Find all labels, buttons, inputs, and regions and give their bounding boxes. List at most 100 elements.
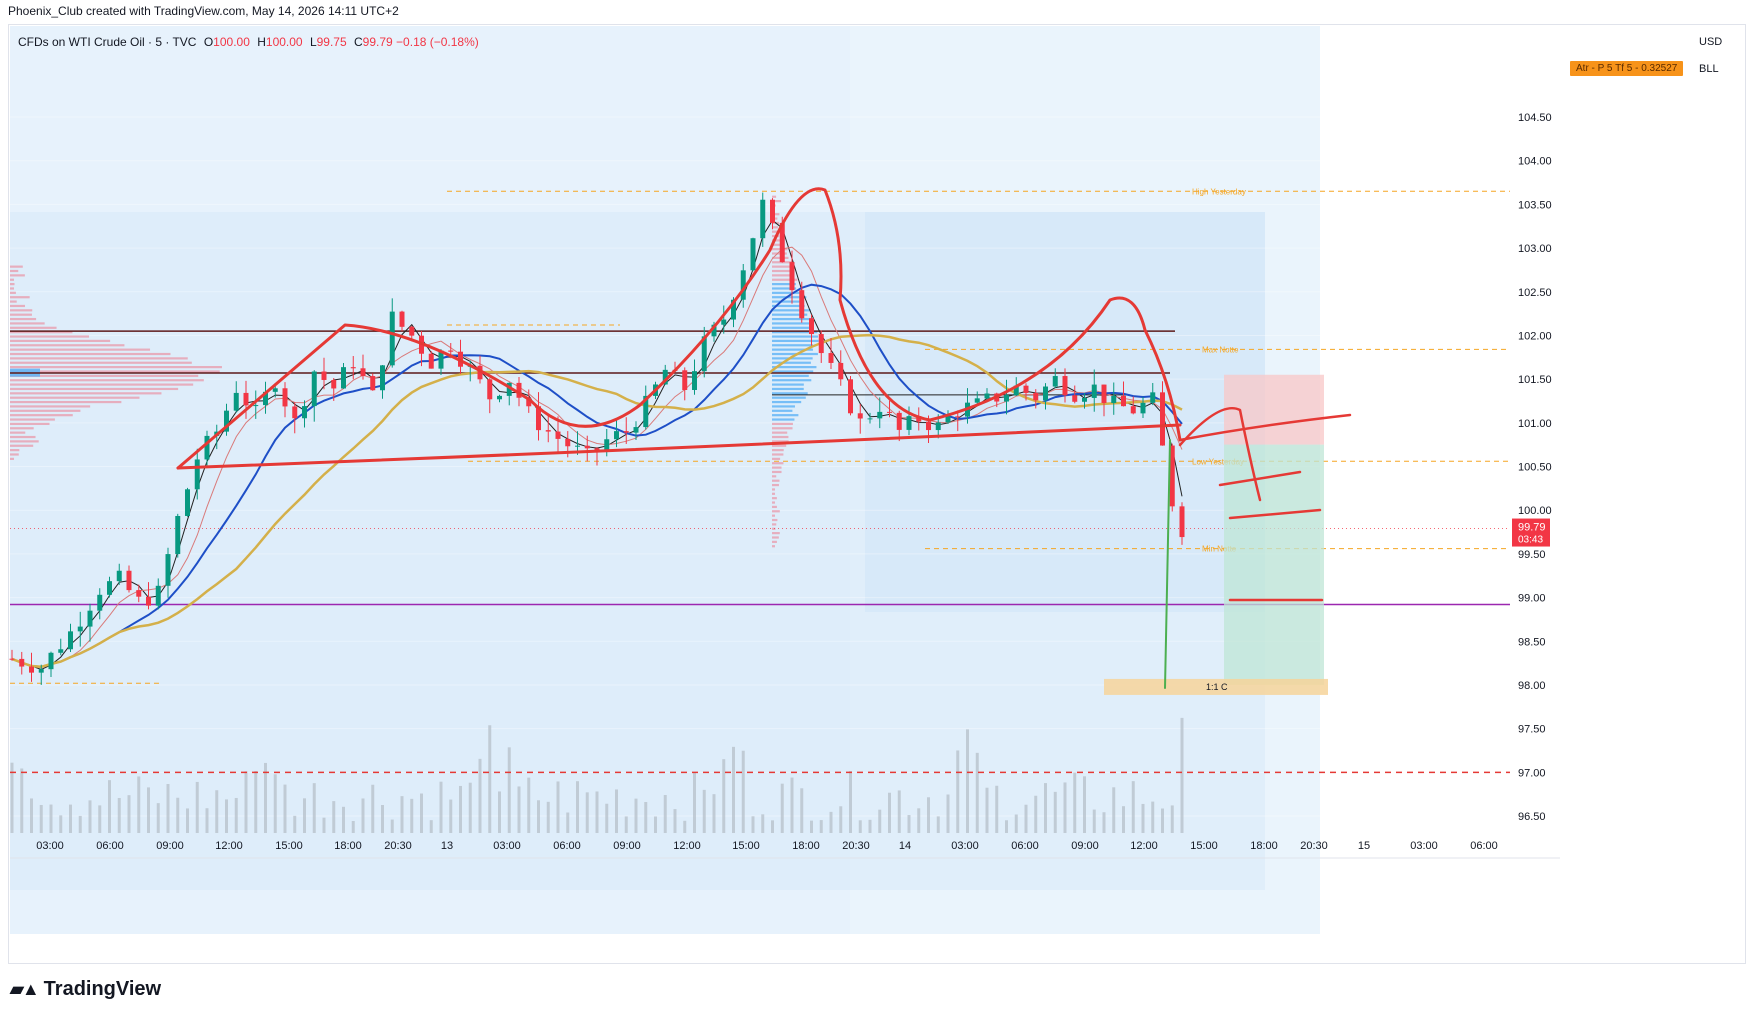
- candle-body: [565, 438, 571, 447]
- volume-bar: [780, 783, 784, 833]
- price-tick-label: 97.50: [1518, 724, 1546, 736]
- volume-bar: [819, 820, 823, 833]
- candle-body: [935, 422, 941, 431]
- volume-bar: [1083, 776, 1086, 833]
- session-profile-bar: [772, 370, 814, 373]
- close-value: 99.79: [362, 35, 393, 49]
- open-value: 100.00: [213, 35, 250, 49]
- volume-profile-bar: [10, 400, 122, 404]
- volume-bar: [342, 806, 345, 833]
- price-tick-label: 99.50: [1518, 549, 1546, 561]
- price-tick-label: 100.00: [1518, 505, 1552, 517]
- volume-profile-bar: [10, 453, 19, 456]
- session-profile-bar: [772, 200, 782, 203]
- volume-profile-bar: [10, 317, 37, 321]
- volume-bar: [654, 816, 657, 833]
- session-profile-bar: [772, 331, 818, 334]
- volume-profile-bar: [10, 457, 14, 460]
- candle-body: [828, 353, 834, 363]
- time-tick-label: 14: [899, 840, 911, 852]
- candle-body: [1160, 392, 1165, 446]
- session-profile-bar: [772, 536, 779, 539]
- candle-body: [643, 395, 649, 428]
- candle-body: [506, 382, 512, 396]
- volume-bar: [1014, 814, 1018, 833]
- volume-bar: [897, 790, 901, 833]
- candle-body: [1043, 386, 1048, 401]
- volume-bar: [741, 750, 745, 833]
- time-tick-label: 09:00: [156, 840, 184, 852]
- currency-usd[interactable]: USD: [1699, 36, 1723, 48]
- candle-body: [360, 368, 366, 377]
- session-profile-bar: [772, 453, 784, 456]
- volume-bar: [273, 774, 277, 833]
- candle-body: [1130, 406, 1136, 414]
- volume-profile-bar: [10, 387, 179, 391]
- volume-profile-bar: [10, 283, 15, 286]
- volume-bar: [975, 752, 979, 833]
- candle-body: [545, 430, 551, 432]
- session-profile-bar: [772, 545, 775, 548]
- volume-bar: [829, 811, 833, 833]
- volume-bar: [498, 791, 501, 833]
- candle-body: [224, 410, 229, 432]
- volume-bar: [127, 795, 131, 833]
- volume-bar: [546, 801, 550, 833]
- candle-body: [136, 590, 142, 597]
- time-tick-label: 06:00: [1470, 840, 1498, 852]
- candle-body: [370, 376, 376, 391]
- symbol-name[interactable]: CFDs on WTI Crude Oil · 5 · TVC: [18, 35, 197, 49]
- candle-body: [185, 489, 190, 516]
- low-value: 99.75: [316, 35, 347, 49]
- price-tick-label: 101.50: [1518, 374, 1552, 386]
- candle-body: [984, 393, 990, 399]
- volume-bar: [1141, 803, 1145, 833]
- candle-body: [116, 570, 122, 582]
- session-profile-bar: [772, 505, 777, 509]
- volume-bar: [361, 798, 365, 833]
- candle-body: [1169, 445, 1175, 507]
- session-profile-bar: [772, 449, 784, 452]
- session-profile-bar: [772, 309, 811, 312]
- candle-body: [1023, 385, 1029, 393]
- candle-body: [243, 392, 249, 406]
- level-label: Max Notte: [1202, 345, 1239, 354]
- candle-body: [350, 367, 356, 369]
- time-tick-label: 03:00: [36, 840, 64, 852]
- volume-bar: [400, 796, 404, 833]
- time-tick-label: 15:00: [732, 840, 760, 852]
- candle-body: [789, 262, 795, 291]
- volume-profile-bar: [10, 348, 151, 351]
- candle-body: [194, 459, 200, 490]
- session-profile-bar: [772, 510, 780, 513]
- volume-bar: [985, 787, 989, 833]
- symbol-legend: CFDs on WTI Crude Oil · 5 · TVC O100.00 …: [18, 35, 479, 49]
- volume-bar: [683, 820, 687, 833]
- volume-bar: [205, 808, 209, 833]
- volume-bar: [858, 820, 862, 833]
- volume-bar: [69, 804, 72, 833]
- session-profile-bar: [772, 457, 781, 460]
- session-profile-bar: [772, 470, 782, 474]
- volume-bar: [595, 791, 599, 833]
- volume-bar: [1131, 781, 1135, 833]
- session-profile-bar: [772, 344, 813, 347]
- candle-body: [809, 318, 814, 335]
- volume-bar: [849, 771, 852, 833]
- volume-profile-bar: [10, 269, 19, 273]
- tradingview-logo[interactable]: ▰▲ TradingView: [10, 978, 161, 1001]
- volume-bar: [751, 816, 755, 833]
- time-tick-label: 06:00: [96, 840, 124, 852]
- volume-bar: [839, 806, 843, 833]
- candle-body: [526, 397, 532, 407]
- candle-body: [799, 290, 805, 319]
- drawing-trendline-base: [176, 423, 1182, 470]
- session-profile-bar: [772, 300, 803, 303]
- volume-profile-bar: [10, 335, 90, 338]
- volume-bar: [615, 789, 618, 833]
- volume-bar: [459, 785, 462, 833]
- session-profile-bar: [772, 466, 782, 469]
- price-tick-label: 99.00: [1518, 593, 1546, 605]
- currency-bll[interactable]: BLL: [1699, 63, 1719, 75]
